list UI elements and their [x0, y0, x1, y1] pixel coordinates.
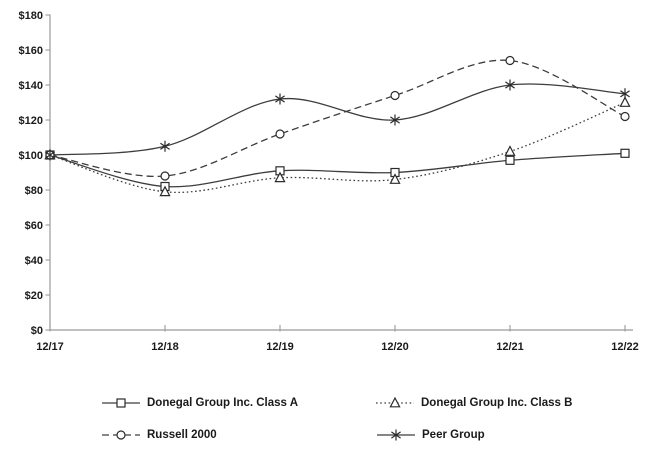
- x-axis-label: 12/19: [266, 341, 294, 353]
- legend-label-russell-2000: Russell 2000: [147, 429, 217, 441]
- marker-triangle: [619, 96, 631, 107]
- y-axis-label: $100: [19, 150, 43, 162]
- x-axis-label: 12/18: [151, 341, 179, 353]
- y-axis-label: $80: [25, 185, 43, 197]
- marker-triangle: [389, 173, 401, 184]
- marker-triangle: [159, 185, 171, 197]
- marker-circle: [390, 90, 400, 101]
- marker-circle: [275, 129, 285, 139]
- x-axis-label: 12/20: [381, 341, 409, 353]
- marker-asterisk: [275, 93, 285, 105]
- marker-asterisk: [505, 79, 515, 91]
- legend-label-peer-group: Peer Group: [422, 429, 485, 441]
- marker-triangle: [504, 145, 516, 156]
- y-axis-label: $180: [19, 10, 43, 22]
- legend-label-class-b: Donegal Group Inc. Class B: [421, 397, 573, 409]
- marker-circle: [116, 430, 126, 440]
- series-line-circle: [49, 59, 626, 178]
- legend-marker-triangle-dotted-icon: [376, 396, 414, 408]
- legend-marker-asterisk-solid-icon: [377, 429, 415, 441]
- legend-marker-circle-dashed-icon: [102, 430, 140, 440]
- y-axis-label: $160: [19, 45, 43, 57]
- x-axis-label: 12/22: [611, 341, 639, 353]
- marker-square: [620, 148, 630, 158]
- series-line-asterisk: [49, 83, 626, 156]
- series-line-square: [49, 152, 626, 188]
- marker-square: [116, 398, 126, 408]
- x-axis-label: 12/17: [36, 341, 64, 353]
- legend-item-peer-group: Peer Group: [376, 427, 485, 443]
- y-axis-label: $60: [25, 220, 43, 232]
- marker-circle: [620, 111, 630, 122]
- y-axis-label: $140: [19, 80, 43, 92]
- legend-item-russell-2000: Russell 2000: [101, 427, 217, 443]
- marker-asterisk: [390, 114, 400, 126]
- marker-square: [505, 155, 515, 165]
- legend-item-class-a: Donegal Group Inc. Class A: [101, 395, 298, 411]
- y-axis-label: $120: [19, 115, 43, 127]
- x-axis-label: 12/21: [496, 341, 524, 353]
- marker-asterisk: [620, 88, 630, 100]
- y-axis-label: $40: [25, 255, 43, 267]
- marker-asterisk: [45, 149, 55, 161]
- marker-asterisk: [160, 140, 170, 152]
- y-axis-label: $0: [31, 325, 43, 337]
- marker-circle: [160, 171, 170, 181]
- marker-triangle: [389, 396, 401, 408]
- series-line-triangle: [49, 101, 626, 194]
- marker-triangle: [274, 171, 286, 183]
- marker-asterisk: [391, 429, 401, 441]
- legend-marker-square-solid-icon: [102, 398, 140, 408]
- legend-label-class-a: Donegal Group Inc. Class A: [147, 397, 299, 409]
- legend-item-class-b: Donegal Group Inc. Class B: [375, 395, 572, 411]
- marker-circle: [505, 55, 515, 66]
- chart-plot-area: $0 $20 $40 $60 $80 $100 $120 $140 $160 $180 12/17 1…: [19, 10, 639, 353]
- y-axis-label: $20: [25, 290, 43, 302]
